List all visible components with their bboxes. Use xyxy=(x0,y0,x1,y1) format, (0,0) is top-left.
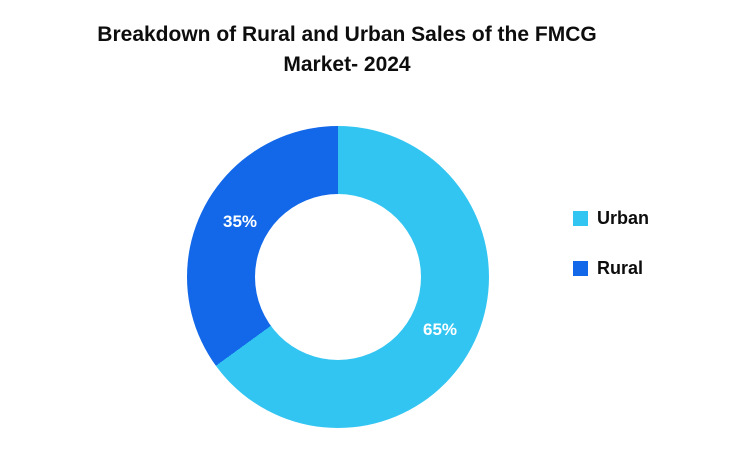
donut-chart: 65% 35% xyxy=(187,126,489,428)
chart-title: Breakdown of Rural and Urban Sales of th… xyxy=(0,20,694,81)
donut-hole xyxy=(255,194,421,360)
legend-swatch-rural-icon xyxy=(573,260,588,276)
slice-label-rural: 35% xyxy=(222,212,258,231)
legend-label-urban: Urban xyxy=(597,207,650,228)
chart-title-line-1: Breakdown of Rural and Urban Sales of th… xyxy=(97,23,597,46)
chart-title-line-2: Market- 2024 xyxy=(283,53,411,77)
legend: Urban Rural xyxy=(573,207,649,307)
legend-swatch-urban-icon xyxy=(573,210,588,226)
legend-item-rural: Rural xyxy=(573,257,649,279)
legend-label-rural: Rural xyxy=(597,257,644,278)
legend-item-urban: Urban xyxy=(573,207,649,229)
slice-label-urban: 65% xyxy=(422,320,458,339)
